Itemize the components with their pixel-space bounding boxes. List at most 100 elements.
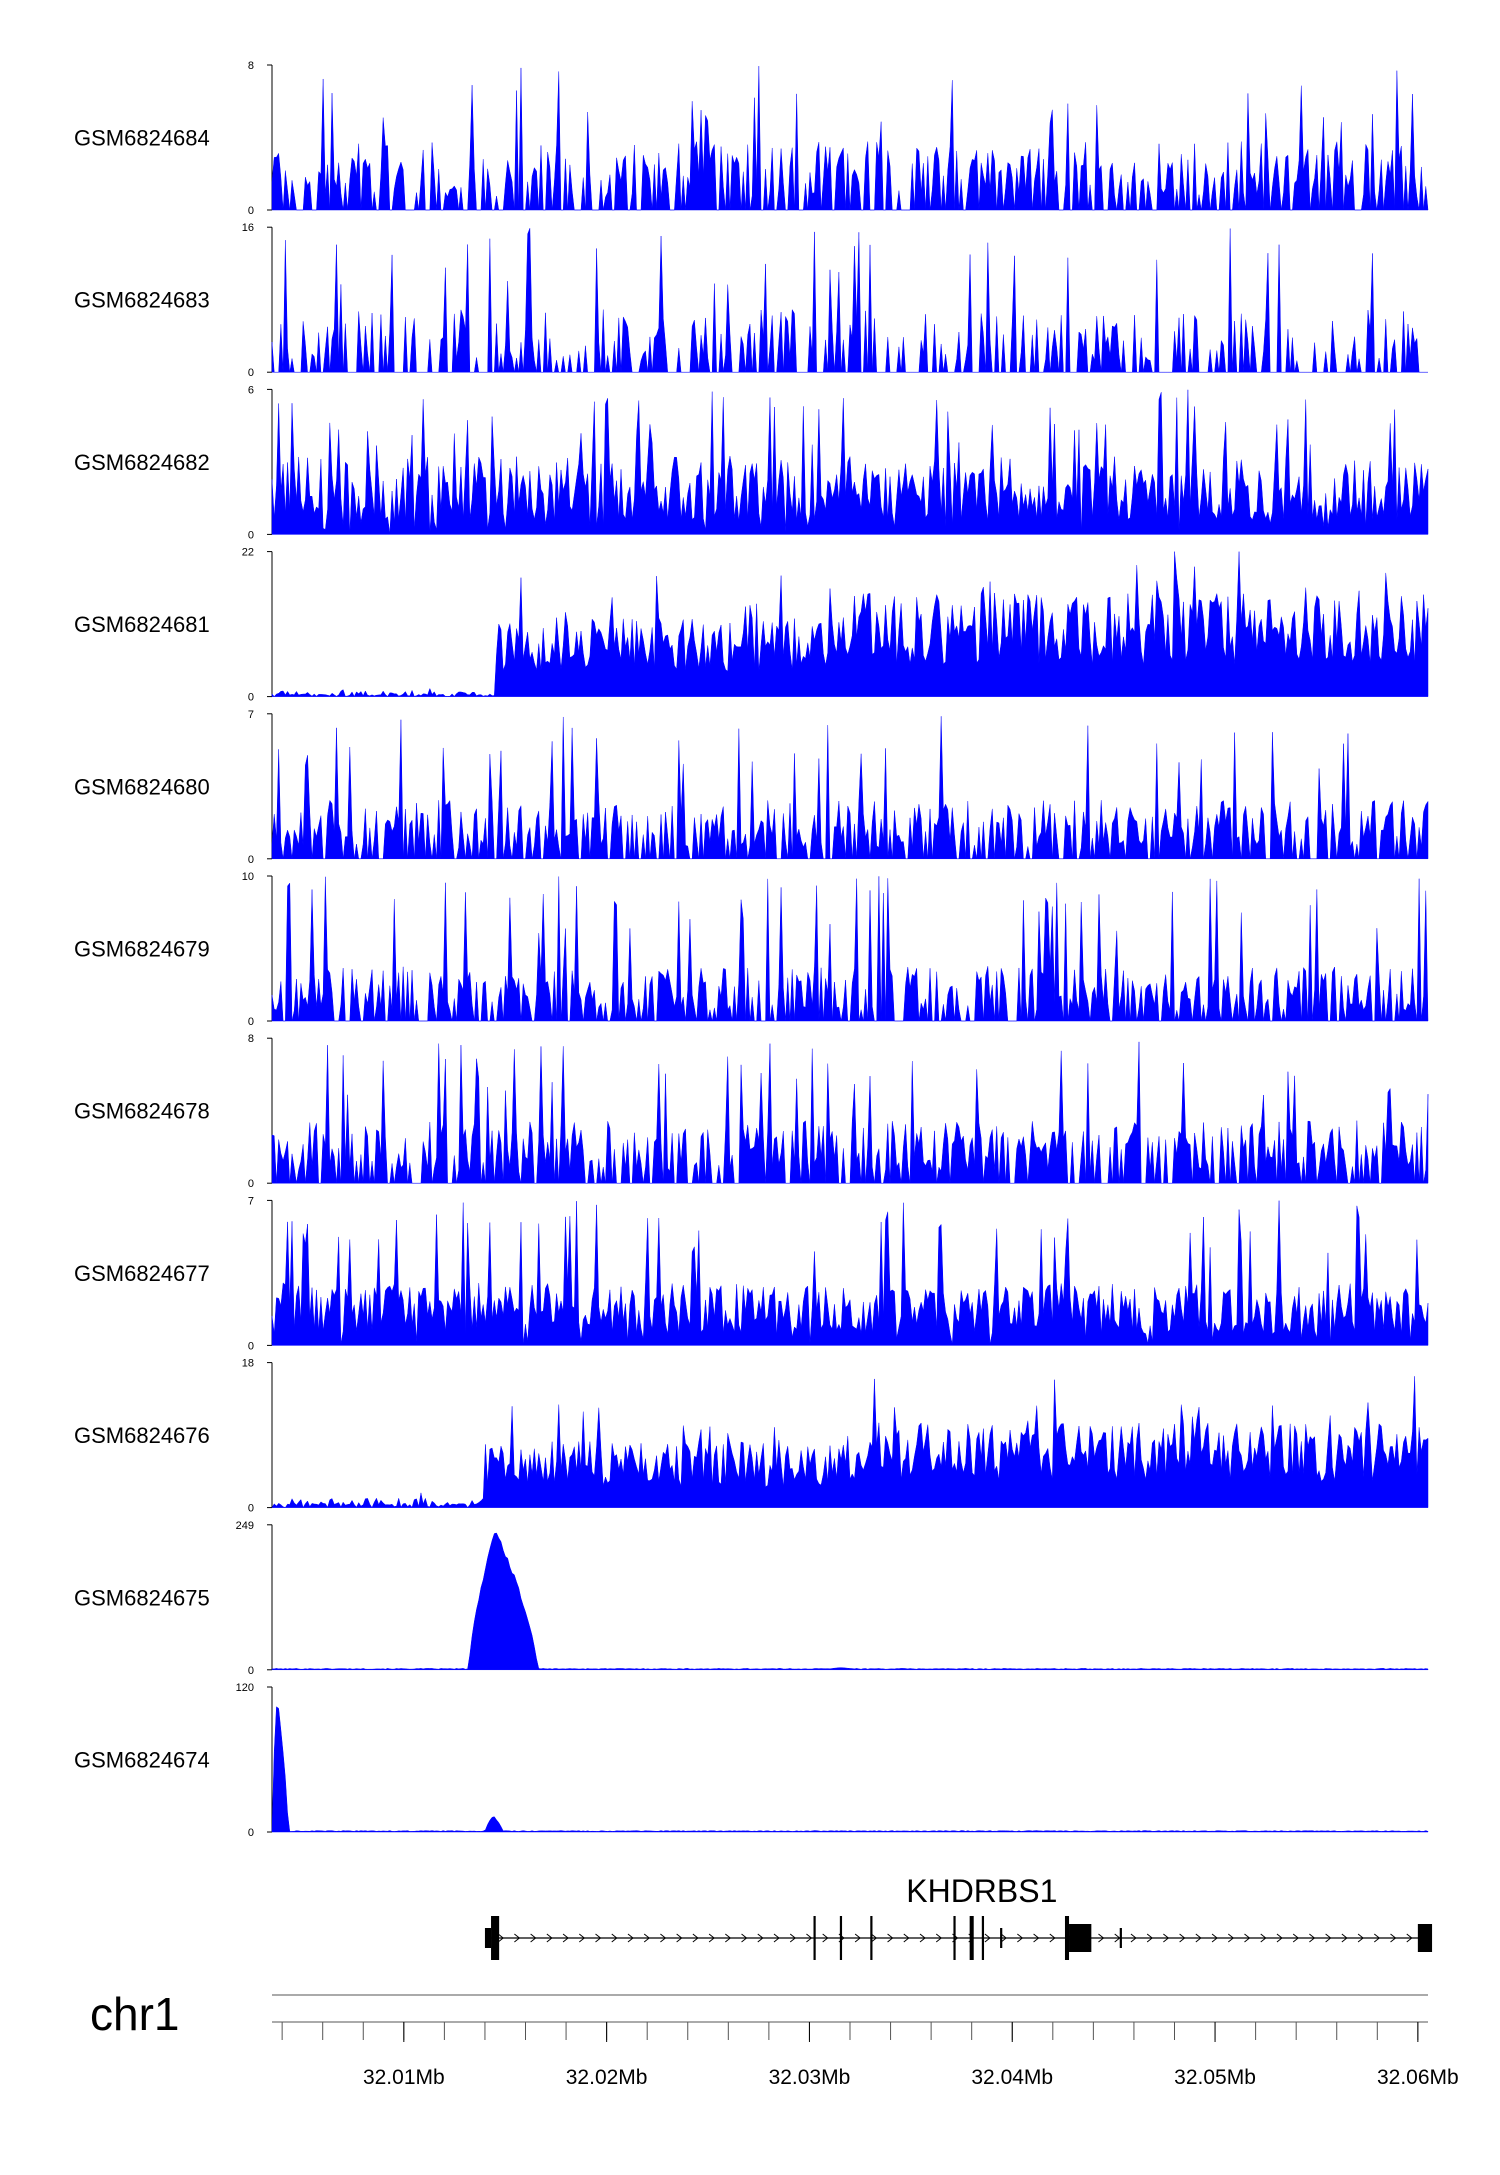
y-axis-min-label: 0 — [248, 1340, 254, 1352]
coverage-area — [271, 551, 1429, 697]
gene-annotation-track: KHDRBS1 — [484, 1873, 1433, 1960]
genome-axis: chr1 32.01Mb 32.02Mb 32.03Mb 32.04Mb 32.05Mb… — [90, 1988, 1459, 2089]
y-axis-max-label: 120 — [236, 1682, 254, 1694]
strand-arrow — [1130, 1933, 1137, 1943]
gene-exon — [491, 1916, 500, 1960]
track-GSM6824680: GSM6824680 7 0 — [74, 709, 1429, 866]
strand-arrow — [1309, 1933, 1316, 1943]
track-GSM6824684: GSM6824684 8 0 — [74, 60, 1429, 217]
gene-exon — [484, 1928, 492, 1948]
gene-exon — [1064, 1916, 1070, 1960]
strand-arrow — [1098, 1933, 1105, 1943]
coverage-area — [271, 1041, 1429, 1184]
track-label: GSM6824674 — [74, 1748, 210, 1773]
strand-arrow — [562, 1933, 569, 1943]
y-axis-min-label: 0 — [248, 692, 254, 704]
gene-exon — [1417, 1924, 1433, 1952]
track-GSM6824681: GSM6824681 22 0 — [74, 547, 1429, 704]
strand-arrow — [1357, 1933, 1364, 1943]
strand-arrow — [1390, 1933, 1397, 1943]
axis-tick-label: 32.06Mb — [1377, 2066, 1459, 2089]
strand-arrow — [1049, 1933, 1056, 1943]
strand-arrow — [822, 1933, 829, 1943]
strand-arrow — [871, 1933, 878, 1943]
coverage-area — [271, 1200, 1429, 1346]
gene-exon — [870, 1916, 873, 1960]
strand-arrow — [789, 1933, 797, 1943]
y-axis-max-label: 6 — [248, 384, 254, 396]
coverage-area — [271, 1376, 1429, 1509]
strand-arrow — [1244, 1933, 1251, 1943]
strand-arrow — [773, 1933, 780, 1943]
strand-arrow — [854, 1933, 861, 1943]
strand-arrow — [887, 1933, 894, 1943]
axis-tick-label: 32.02Mb — [566, 2066, 648, 2089]
strand-arrow — [741, 1933, 748, 1943]
strand-arrow — [984, 1933, 991, 1943]
coverage-area — [271, 228, 1428, 373]
strand-arrow — [676, 1933, 683, 1943]
strand-arrow — [919, 1933, 926, 1943]
strand-arrow — [660, 1933, 667, 1943]
strand-arrow — [725, 1933, 732, 1943]
track-GSM6824678: GSM6824678 8 0 — [74, 1033, 1429, 1190]
strand-arrow — [806, 1933, 813, 1943]
strand-arrow — [1033, 1933, 1040, 1943]
strand-arrow — [578, 1933, 586, 1943]
strand-arrow — [1163, 1933, 1170, 1943]
gene-name-label: KHDRBS1 — [906, 1873, 1057, 1909]
track-GSM6824683: GSM6824683 16 0 — [74, 222, 1428, 379]
coverage-area — [271, 876, 1429, 1022]
strand-arrow — [643, 1933, 650, 1943]
y-axis-min-label: 0 — [248, 1665, 254, 1677]
coverage-area — [271, 1532, 1429, 1671]
y-axis-max-label: 8 — [248, 1033, 254, 1045]
track-label: GSM6824684 — [74, 126, 210, 151]
track-label: GSM6824676 — [74, 1423, 210, 1448]
axis-tick-label: 32.01Mb — [363, 2066, 445, 2089]
strand-arrow — [1000, 1933, 1007, 1943]
y-axis-max-label: 18 — [242, 1358, 254, 1370]
y-axis-min-label: 0 — [248, 1016, 254, 1028]
coverage-area — [271, 66, 1429, 211]
y-axis-min-label: 0 — [248, 1827, 254, 1839]
track-label: GSM6824682 — [74, 450, 210, 475]
strand-arrow — [1341, 1933, 1348, 1943]
gene-exon — [839, 1916, 843, 1960]
strand-arrow — [1114, 1933, 1121, 1943]
gene-exon — [969, 1916, 974, 1960]
coverage-area — [271, 1706, 1429, 1833]
gene-exon — [953, 1916, 956, 1960]
chromosome-label: chr1 — [90, 1988, 179, 2040]
y-axis-max-label: 7 — [248, 1195, 254, 1207]
strand-arrow — [611, 1933, 618, 1943]
coverage-area — [271, 389, 1429, 535]
track-label: GSM6824678 — [74, 1099, 210, 1124]
gene-exon — [813, 1916, 816, 1960]
y-axis-max-label: 10 — [242, 871, 254, 883]
y-axis-max-label: 7 — [248, 709, 254, 721]
strand-arrow — [1017, 1933, 1024, 1943]
y-axis-max-label: 8 — [248, 60, 254, 72]
strand-arrow — [903, 1933, 910, 1943]
y-axis-min-label: 0 — [248, 205, 254, 217]
axis-tick-label: 32.03Mb — [769, 2066, 851, 2089]
strand-arrow — [1373, 1933, 1381, 1943]
gene-exon — [981, 1916, 985, 1960]
y-axis-max-label: 22 — [242, 547, 254, 559]
strand-arrow — [1406, 1933, 1413, 1943]
strand-arrow — [757, 1933, 764, 1943]
track-label: GSM6824680 — [74, 774, 210, 799]
strand-arrow — [935, 1933, 943, 1943]
strand-arrow — [1195, 1933, 1202, 1943]
y-axis-min-label: 0 — [248, 1503, 254, 1515]
strand-arrow — [1211, 1933, 1218, 1943]
axis-tick-label: 32.05Mb — [1174, 2066, 1256, 2089]
y-axis-min-label: 0 — [248, 854, 254, 866]
strand-arrow — [1227, 1933, 1235, 1943]
strand-arrow — [546, 1933, 553, 1943]
strand-arrow — [1325, 1933, 1332, 1943]
strand-arrow — [595, 1933, 602, 1943]
track-GSM6824675: GSM6824675 249 0 — [74, 1520, 1429, 1677]
